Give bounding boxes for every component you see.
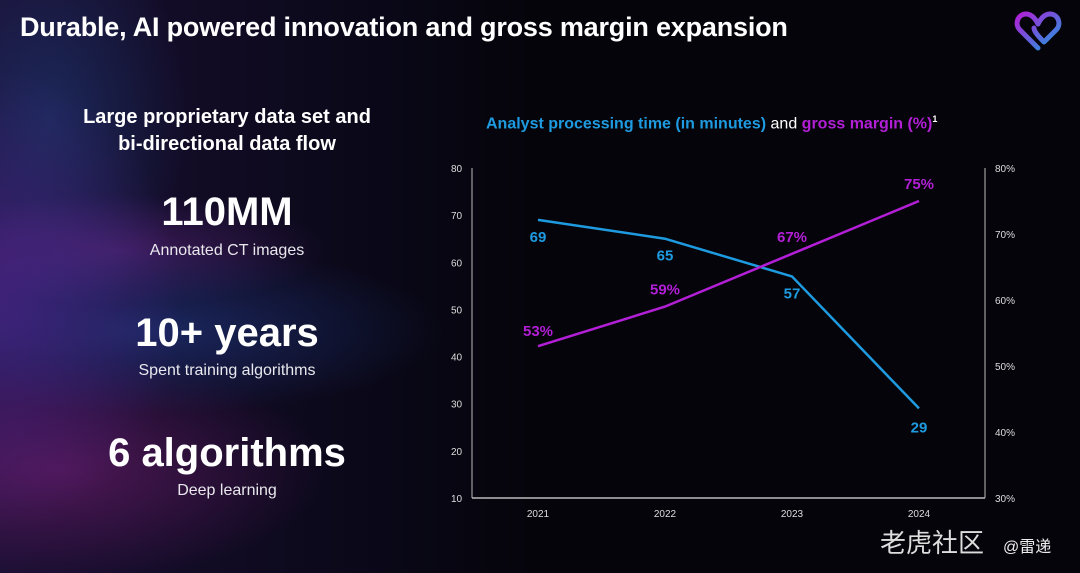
y-left-tick-label: 60 xyxy=(451,258,463,269)
chart-title-purple: gross margin (%) xyxy=(801,115,933,133)
data-label: 59% xyxy=(650,282,680,299)
x-tick-label: 2024 xyxy=(908,509,931,520)
watermark-handle: @雷递 xyxy=(1003,539,1052,556)
subtitle-line: bi-directional data flow xyxy=(118,133,336,155)
y-right-tick-label: 80% xyxy=(995,164,1015,175)
x-tick-label: 2021 xyxy=(527,509,550,520)
stat-label: Spent training algorithms xyxy=(138,362,316,379)
left-subtitle: Large proprietary data set and bi-direct… xyxy=(40,104,414,158)
y-left-tick-label: 40 xyxy=(451,353,463,364)
y-right-tick-label: 70% xyxy=(995,230,1015,241)
y-right-tick-label: 40% xyxy=(995,428,1015,439)
chart-title-and: and xyxy=(770,115,798,133)
y-left-tick-label: 20 xyxy=(451,447,463,458)
y-left-tick-label: 80 xyxy=(451,164,463,175)
data-label: 65 xyxy=(657,248,674,265)
data-label: 75% xyxy=(904,176,934,193)
data-label: 53% xyxy=(523,323,553,340)
watermark: 老虎社区 xyxy=(880,528,985,558)
y-right-tick-label: 30% xyxy=(995,494,1015,505)
stat-value: 6 algorithms xyxy=(108,431,346,475)
chart-title-blue: Analyst processing time (in minutes) xyxy=(486,115,767,133)
chart-title: Analyst processing time (in minutes) and… xyxy=(486,114,937,133)
data-label: 69 xyxy=(530,229,547,246)
page-title: Durable, AI powered innovation and gross… xyxy=(20,12,788,42)
y-left-tick-label: 30 xyxy=(451,400,463,411)
y-left-tick-label: 10 xyxy=(451,494,463,505)
chart-title-footnote: 1 xyxy=(932,114,938,124)
y-left-tick-label: 50 xyxy=(451,305,463,316)
x-tick-label: 2022 xyxy=(654,509,677,520)
company-logo-icon xyxy=(1014,11,1062,51)
series-line-gross-margin xyxy=(537,199,920,348)
data-label: 29 xyxy=(911,419,928,436)
x-tick-label: 2023 xyxy=(781,509,804,520)
subtitle-line: Large proprietary data set and xyxy=(83,106,371,128)
stat-label: Annotated CT images xyxy=(149,242,305,259)
stat-value: 110MM xyxy=(161,190,293,234)
y-right-tick-label: 50% xyxy=(995,362,1015,373)
data-label: 67% xyxy=(777,229,807,246)
y-left-tick-label: 70 xyxy=(451,211,463,222)
stat-label: Deep learning xyxy=(177,482,277,499)
y-right-tick-label: 60% xyxy=(995,296,1015,307)
series-line-processing-time xyxy=(537,218,920,410)
stat-value: 10+ years xyxy=(135,311,319,355)
data-label: 57 xyxy=(784,285,801,302)
